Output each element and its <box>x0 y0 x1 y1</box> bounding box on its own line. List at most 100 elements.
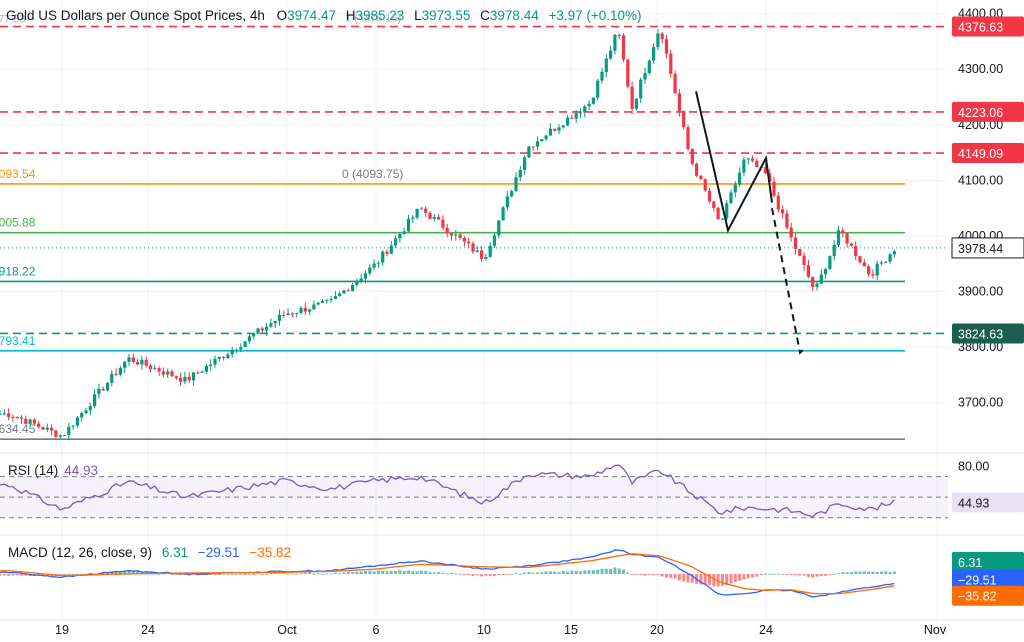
macd-hist-bar <box>862 571 866 574</box>
macd-hist-bar <box>411 571 415 574</box>
candle-body <box>437 217 441 220</box>
macd-hist-bar <box>759 574 763 576</box>
macd-hist-bar <box>75 573 79 575</box>
macd-hist-bar <box>544 571 548 574</box>
candle-body <box>58 435 62 437</box>
macd-hist-bar <box>699 574 703 585</box>
macd-hist-bar <box>144 572 148 574</box>
candle-body <box>161 371 165 375</box>
candle-body <box>523 157 527 170</box>
macd-hist-bar <box>725 574 729 586</box>
candle-body <box>656 33 660 48</box>
macd-hist-bar <box>424 570 428 574</box>
candle-body <box>88 406 92 411</box>
candle-body <box>583 106 587 113</box>
candle-body <box>80 412 84 418</box>
candle-body <box>376 262 380 264</box>
macd-hist-bar <box>407 570 410 574</box>
fib-label: 377.33 <box>0 14 26 26</box>
macd-hist-bar <box>742 574 746 580</box>
candle-body <box>101 388 105 391</box>
grid <box>0 0 1024 621</box>
candle-body <box>368 267 372 274</box>
level-badge: 4376.63 <box>952 16 1024 37</box>
candle-body <box>71 425 75 427</box>
candle-body <box>277 314 282 321</box>
macd-hist-bar <box>832 573 836 575</box>
macd-hist-bar <box>471 574 475 576</box>
macd-hist-bar <box>247 573 251 575</box>
macd-hist-bar <box>110 571 114 574</box>
macd-hist-bar <box>591 570 595 574</box>
macd-hist-bar <box>394 570 398 574</box>
candle-body <box>217 356 221 359</box>
candle-body <box>664 39 669 54</box>
candle-body <box>222 356 226 358</box>
macd-hist-bar <box>841 571 845 574</box>
candle-body <box>269 323 273 327</box>
price-tick: 3700.00 <box>958 396 1003 410</box>
candle-body <box>308 309 312 312</box>
macd-hist-bar <box>643 574 647 576</box>
candle-body <box>32 419 36 424</box>
candle-body <box>776 195 780 210</box>
macd-hist-bar <box>282 573 286 575</box>
candle-body <box>673 73 677 94</box>
macd-hist-bar <box>127 570 131 574</box>
macd-hist-bar <box>772 573 776 575</box>
macd-hist-bar <box>622 569 625 574</box>
macd-hist-bar <box>450 572 453 574</box>
candle-body <box>445 227 449 234</box>
macd-hist-bar <box>858 571 862 574</box>
candle-body <box>738 172 742 185</box>
macd-hist-bar <box>720 574 724 586</box>
candle-body <box>471 243 475 252</box>
macd-hist-bar <box>299 573 303 575</box>
candle-body <box>828 256 832 270</box>
macd-hist-bar <box>295 573 299 575</box>
candle-body <box>41 426 45 430</box>
candle-body <box>260 328 264 331</box>
candle-body <box>50 427 54 431</box>
macd-hist-bar <box>746 574 750 579</box>
candle-body <box>591 97 595 104</box>
macd-hist-bar <box>67 574 71 575</box>
candle-body <box>716 207 720 220</box>
macd-hist-bar <box>566 571 570 574</box>
macd-pane <box>0 549 896 598</box>
macd-hist-bar <box>230 573 234 575</box>
candle-body <box>11 416 15 418</box>
candle-body <box>411 217 415 219</box>
candle-body <box>282 314 286 316</box>
fib-label: 0 (4093.75) <box>342 167 403 181</box>
candle-body <box>467 241 471 244</box>
macd-hist-bar <box>398 570 402 574</box>
macd-hist-bar <box>316 573 320 575</box>
candle-body <box>295 312 299 314</box>
rsi-tick: 80.00 <box>958 459 989 473</box>
last-price-badge-bg <box>952 237 1024 258</box>
candle-body <box>204 365 208 372</box>
price-tick: 3800.00 <box>958 340 1003 354</box>
macd-hist-bar <box>875 571 879 574</box>
candle-body <box>131 357 135 363</box>
macd-hist-bar <box>613 567 617 574</box>
level-label: 3918.22 <box>0 264 36 278</box>
level-badge-bg <box>952 143 1024 164</box>
projection-path <box>695 91 773 234</box>
macd-hist-bar <box>828 574 832 575</box>
candle-body <box>200 371 204 373</box>
candle-body <box>432 217 436 219</box>
candle-body <box>484 256 488 259</box>
candle-body <box>105 382 110 391</box>
candle-body <box>884 261 888 263</box>
macd-hist-bar <box>63 574 66 575</box>
candle-body <box>535 141 540 147</box>
macd-hist-bar <box>708 574 711 585</box>
candle-body <box>75 417 79 426</box>
time-tick: Nov <box>924 623 947 637</box>
time-tick: 15 <box>564 623 578 637</box>
macd-hist-bar <box>570 570 574 574</box>
time-tick: 24 <box>141 623 155 637</box>
